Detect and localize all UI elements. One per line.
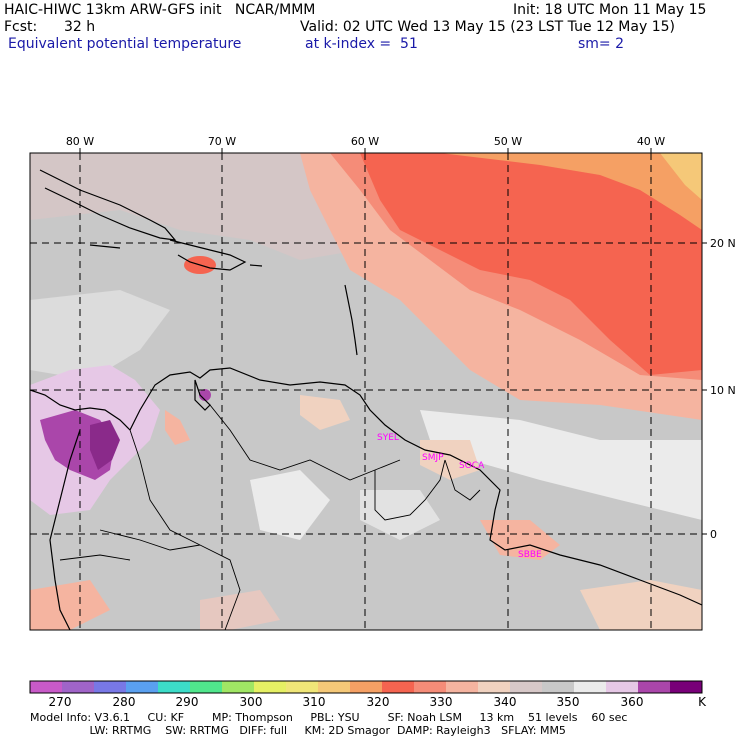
- lat-label-20n: 20 N: [710, 237, 736, 250]
- colorbar-swatch: [318, 681, 351, 693]
- forecast-hour: 32 h: [64, 19, 96, 35]
- colorbar-tick: 280: [112, 695, 136, 709]
- colorbar-swatch: [126, 681, 159, 693]
- colorbar-swatch: [30, 681, 63, 693]
- colorbar-swatch: [606, 681, 639, 693]
- station-label: SYEL: [377, 433, 399, 443]
- station-label: SOCA: [459, 461, 485, 471]
- colorbar-swatch: [510, 681, 543, 693]
- colorbar-tick: 330: [429, 695, 453, 709]
- colorbar-swatch: [574, 681, 607, 693]
- station-label: SBBE: [518, 550, 542, 560]
- colorbar-swatch: [670, 681, 703, 693]
- lon-label-80w: 80 W: [66, 135, 94, 148]
- colorbar: [29, 680, 703, 694]
- model-title: HAIC-HIWC 13km ARW-GFS init NCAR/MMM: [4, 2, 316, 18]
- colorbar-tick: 340: [493, 695, 517, 709]
- colorbar-swatch: [158, 681, 191, 693]
- lon-label-40w: 40 W: [637, 135, 665, 148]
- colorbar-swatch: [414, 681, 447, 693]
- colorbar-swatch: [446, 681, 479, 693]
- colorbar-unit: K: [698, 695, 706, 709]
- map-frame: [29, 152, 703, 631]
- lat-label-0: 0: [710, 528, 717, 541]
- graticule: [30, 153, 702, 630]
- init-time: Init: 18 UTC Mon 11 May 15: [513, 2, 707, 18]
- colorbar-swatch: [94, 681, 127, 693]
- colorbar-frame: [29, 680, 703, 694]
- colorbar-swatch: [286, 681, 319, 693]
- borders: [59, 404, 481, 630]
- lat-label-10n: 10 N: [710, 384, 736, 397]
- colorbar-swatch: [382, 681, 415, 693]
- field-name: Equivalent potential temperature: [8, 36, 242, 52]
- lon-label-60w: 60 W: [351, 135, 379, 148]
- level-index: at k-index = 51: [305, 36, 418, 52]
- colorbar-tick: 360: [620, 695, 644, 709]
- colorbar-swatch: [190, 681, 223, 693]
- colorbar-tick: 310: [302, 695, 326, 709]
- colorbar-swatch: [254, 681, 287, 693]
- forecast-label: Fcst:: [4, 19, 38, 35]
- colorbar-swatch: [62, 681, 95, 693]
- colorbar-swatch: [638, 681, 671, 693]
- smoothing-value: sm= 2: [578, 36, 625, 52]
- theta-e-field: [30, 153, 702, 630]
- colorbar-tick: 300: [239, 695, 263, 709]
- colorbar-swatch: [542, 681, 575, 693]
- colorbar-tick: 290: [175, 695, 199, 709]
- lon-label-70w: 70 W: [208, 135, 236, 148]
- valid-time: Valid: 02 UTC Wed 13 May 15 (23 LST Tue …: [300, 19, 675, 35]
- lon-label-50w: 50 W: [494, 135, 522, 148]
- coastlines: [30, 169, 702, 630]
- station-label: SMJP: [422, 453, 444, 463]
- colorbar-tick: 320: [366, 695, 390, 709]
- model-info-line-1: Model Info: V3.6.1 CU: KF MP: Thompson P…: [30, 711, 628, 724]
- colorbar-tick: 270: [48, 695, 72, 709]
- colorbar-swatch: [350, 681, 383, 693]
- model-info-line-2: LW: RRTMG SW: RRTMG DIFF: full KM: 2D Sm…: [30, 724, 566, 737]
- colorbar-swatch: [222, 681, 255, 693]
- colorbar-tick: 350: [556, 695, 580, 709]
- colorbar-swatch: [478, 681, 511, 693]
